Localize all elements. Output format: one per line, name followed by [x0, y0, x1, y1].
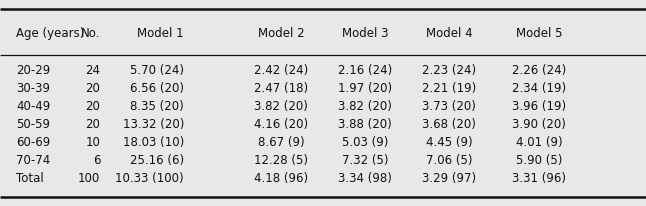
Text: 3.29 (97): 3.29 (97)	[422, 172, 476, 185]
Text: Total: Total	[16, 172, 44, 185]
Text: 18.03 (10): 18.03 (10)	[123, 136, 184, 149]
Text: 7.06 (5): 7.06 (5)	[426, 154, 472, 167]
Text: 5.03 (9): 5.03 (9)	[342, 136, 388, 149]
Text: 3.82 (20): 3.82 (20)	[254, 100, 308, 113]
Text: 3.68 (20): 3.68 (20)	[422, 118, 476, 131]
Text: 20-29: 20-29	[16, 63, 50, 77]
Text: 20: 20	[85, 100, 100, 113]
Text: 8.67 (9): 8.67 (9)	[258, 136, 304, 149]
Text: 2.42 (24): 2.42 (24)	[254, 63, 308, 77]
Text: Model 5: Model 5	[516, 27, 563, 41]
Text: 5.90 (5): 5.90 (5)	[516, 154, 563, 167]
Text: 3.82 (20): 3.82 (20)	[338, 100, 392, 113]
Text: 20: 20	[85, 82, 100, 95]
Text: 40-49: 40-49	[16, 100, 50, 113]
Text: 3.90 (20): 3.90 (20)	[512, 118, 567, 131]
Text: 4.18 (96): 4.18 (96)	[254, 172, 308, 185]
Text: 3.73 (20): 3.73 (20)	[422, 100, 476, 113]
Text: 2.26 (24): 2.26 (24)	[512, 63, 567, 77]
Text: 7.32 (5): 7.32 (5)	[342, 154, 388, 167]
Text: 13.32 (20): 13.32 (20)	[123, 118, 184, 131]
Text: 1.97 (20): 1.97 (20)	[338, 82, 392, 95]
Text: Model 2: Model 2	[258, 27, 304, 41]
Text: 4.01 (9): 4.01 (9)	[516, 136, 563, 149]
Text: 5.70 (24): 5.70 (24)	[130, 63, 184, 77]
Text: 6: 6	[92, 154, 100, 167]
Text: 8.35 (20): 8.35 (20)	[130, 100, 184, 113]
Text: 2.47 (18): 2.47 (18)	[254, 82, 308, 95]
Text: 20: 20	[85, 118, 100, 131]
Text: 2.34 (19): 2.34 (19)	[512, 82, 567, 95]
Text: 3.88 (20): 3.88 (20)	[338, 118, 392, 131]
Text: 25.16 (6): 25.16 (6)	[130, 154, 184, 167]
Text: 4.45 (9): 4.45 (9)	[426, 136, 472, 149]
Text: Age (years): Age (years)	[16, 27, 85, 41]
Text: 2.23 (24): 2.23 (24)	[422, 63, 476, 77]
Text: 6.56 (20): 6.56 (20)	[130, 82, 184, 95]
Text: Model 4: Model 4	[426, 27, 472, 41]
Text: 2.21 (19): 2.21 (19)	[422, 82, 476, 95]
Text: 3.34 (98): 3.34 (98)	[338, 172, 392, 185]
Text: 30-39: 30-39	[16, 82, 50, 95]
Text: Model 3: Model 3	[342, 27, 388, 41]
Text: 3.96 (19): 3.96 (19)	[512, 100, 567, 113]
Text: 2.16 (24): 2.16 (24)	[338, 63, 392, 77]
Text: 12.28 (5): 12.28 (5)	[254, 154, 308, 167]
Text: 70-74: 70-74	[16, 154, 50, 167]
Text: Model 1: Model 1	[138, 27, 184, 41]
Text: 24: 24	[85, 63, 100, 77]
Text: 10.33 (100): 10.33 (100)	[116, 172, 184, 185]
Text: 4.16 (20): 4.16 (20)	[254, 118, 308, 131]
Text: 10: 10	[85, 136, 100, 149]
Text: 50-59: 50-59	[16, 118, 50, 131]
Text: 3.31 (96): 3.31 (96)	[512, 172, 567, 185]
Text: No.: No.	[81, 27, 100, 41]
Text: 100: 100	[78, 172, 100, 185]
Text: 60-69: 60-69	[16, 136, 50, 149]
